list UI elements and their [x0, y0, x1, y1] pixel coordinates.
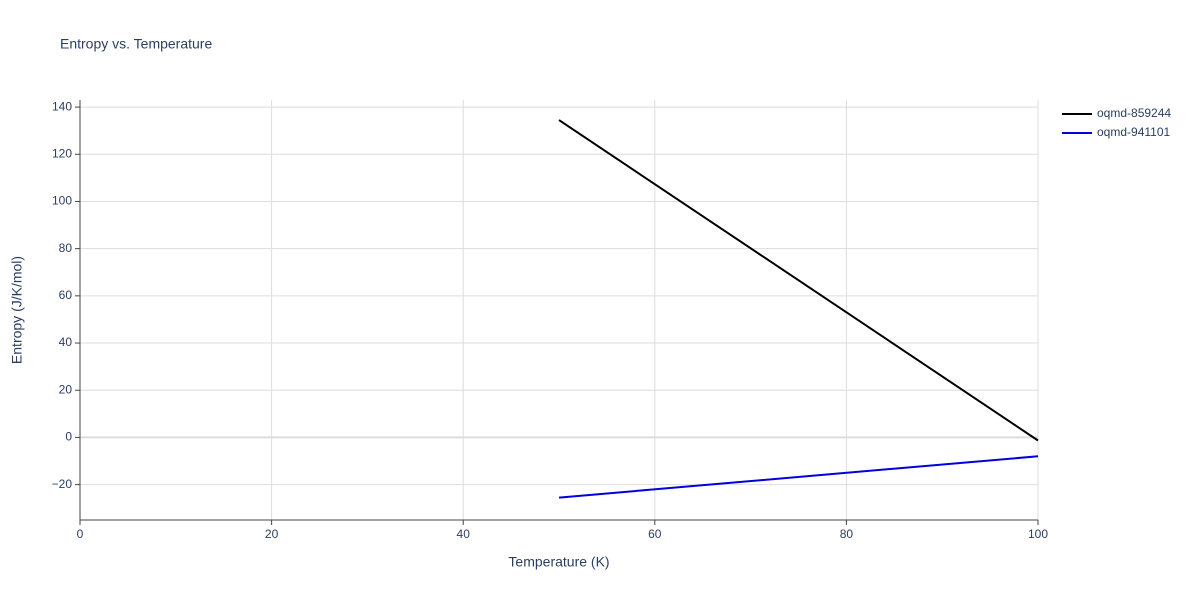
y-tick-label: 140 [52, 99, 72, 113]
y-tick-label: 100 [52, 194, 72, 208]
x-tick-label: 20 [265, 527, 279, 541]
x-tick-label: 60 [648, 527, 662, 541]
y-tick-label: 0 [65, 430, 72, 444]
x-tick-label: 100 [1028, 527, 1048, 541]
y-axis-title: Entropy (J/K/mol) [9, 256, 25, 364]
y-tick-label: 120 [52, 146, 72, 160]
series-line [558, 119, 1039, 442]
y-tick-label: 60 [59, 288, 73, 302]
x-tick-label: 0 [77, 527, 84, 541]
chart-title: Entropy vs. Temperature [60, 36, 212, 52]
x-tick-label: 80 [840, 527, 854, 541]
y-tick-label: 20 [59, 382, 73, 396]
x-axis-title: Temperature (K) [508, 554, 609, 570]
x-tick-label: 40 [457, 527, 471, 541]
y-tick-label: −20 [52, 477, 73, 491]
y-tick-label: 40 [59, 335, 73, 349]
legend-label: oqmd-941101 [1097, 125, 1170, 139]
legend-label: oqmd-859244 [1097, 106, 1171, 120]
y-tick-label: 80 [59, 241, 73, 255]
series-line [558, 455, 1039, 499]
